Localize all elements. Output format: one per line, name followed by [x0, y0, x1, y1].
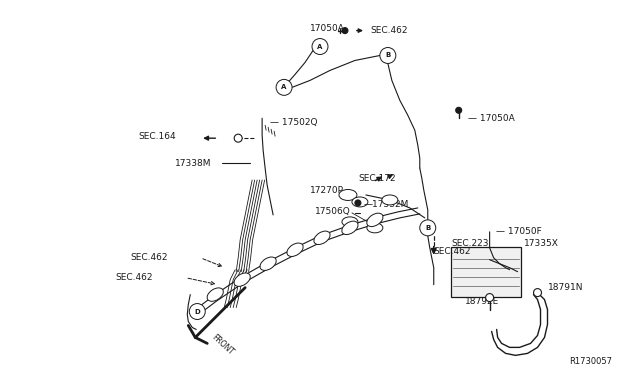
FancyBboxPatch shape — [451, 247, 520, 296]
Text: 17335X: 17335X — [524, 239, 559, 248]
Ellipse shape — [367, 213, 383, 227]
Text: — 17050F: — 17050F — [495, 227, 541, 236]
Ellipse shape — [342, 217, 358, 227]
Circle shape — [276, 79, 292, 95]
Text: SEC.172: SEC.172 — [358, 173, 396, 183]
Text: SEC.223: SEC.223 — [452, 239, 489, 248]
Ellipse shape — [367, 223, 383, 233]
Text: A: A — [317, 44, 323, 49]
Ellipse shape — [287, 243, 303, 256]
Text: SEC.462: SEC.462 — [115, 273, 153, 282]
Text: D: D — [195, 308, 200, 315]
Text: B: B — [385, 52, 390, 58]
Text: FRONT: FRONT — [210, 332, 236, 356]
Text: SEC.164: SEC.164 — [138, 132, 176, 141]
Text: SEC.462: SEC.462 — [131, 253, 168, 262]
Circle shape — [355, 200, 361, 206]
Text: —17532M: —17532M — [364, 201, 409, 209]
Ellipse shape — [234, 273, 250, 286]
Ellipse shape — [314, 231, 330, 244]
Text: 17050A: 17050A — [310, 24, 345, 33]
Circle shape — [420, 220, 436, 236]
Ellipse shape — [382, 195, 398, 205]
Circle shape — [380, 48, 396, 64]
Text: SEC.462: SEC.462 — [370, 26, 408, 35]
Text: 17506Q: 17506Q — [315, 208, 351, 217]
Text: A: A — [282, 84, 287, 90]
Circle shape — [189, 304, 205, 320]
Circle shape — [342, 28, 348, 33]
Circle shape — [486, 294, 493, 302]
Circle shape — [312, 39, 328, 54]
Circle shape — [234, 134, 242, 142]
Ellipse shape — [342, 221, 358, 235]
Text: — 17502Q: — 17502Q — [270, 118, 317, 127]
Ellipse shape — [260, 257, 276, 270]
Text: R1730057: R1730057 — [570, 357, 612, 366]
Circle shape — [456, 107, 461, 113]
Text: 18791N: 18791N — [547, 283, 583, 292]
Text: SEC.462: SEC.462 — [434, 247, 471, 256]
Text: — 17050A: — 17050A — [468, 114, 515, 123]
Ellipse shape — [352, 197, 368, 207]
Text: 17270P: 17270P — [310, 186, 344, 195]
Ellipse shape — [207, 288, 223, 301]
Ellipse shape — [339, 189, 357, 201]
Text: 18792E: 18792E — [465, 297, 499, 306]
Circle shape — [534, 289, 541, 296]
Text: 17338M: 17338M — [175, 158, 212, 167]
Text: B: B — [425, 225, 430, 231]
